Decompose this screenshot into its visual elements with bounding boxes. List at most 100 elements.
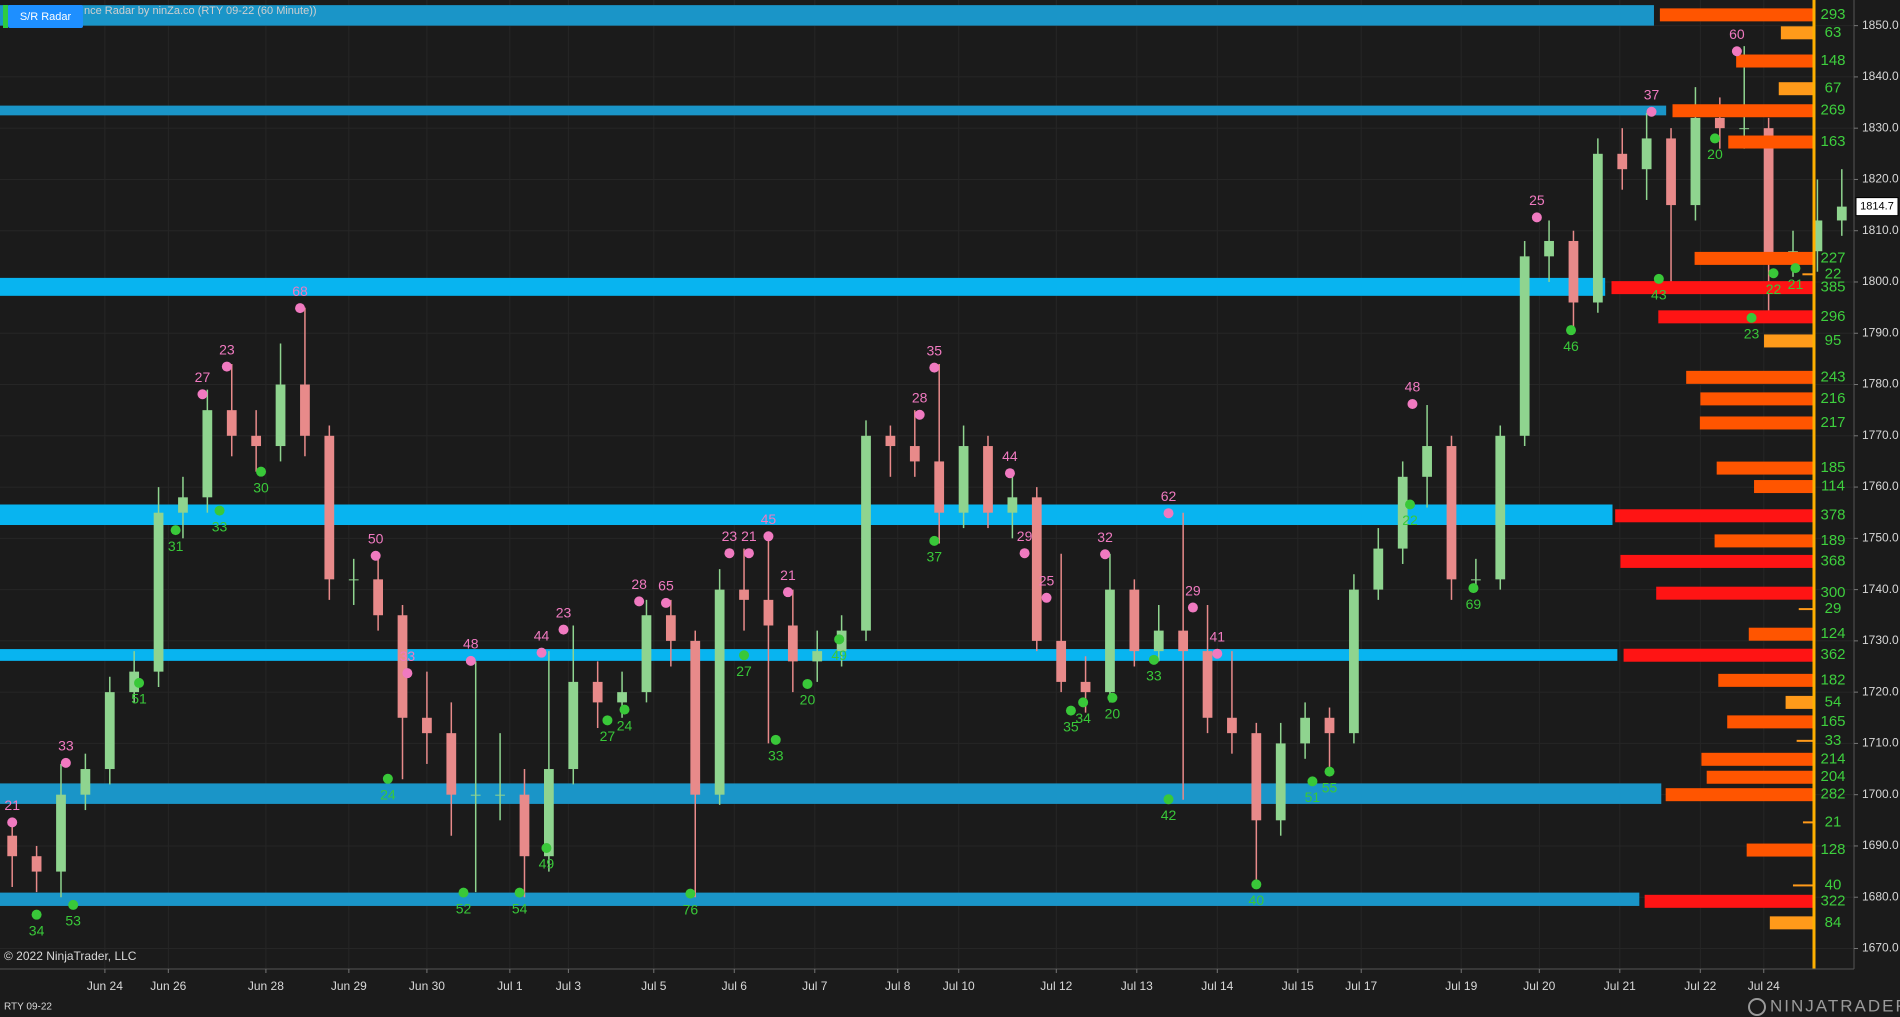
- volume-bar: [1658, 310, 1814, 324]
- x-tick-label: Jul 1: [497, 979, 523, 993]
- pivot-high-dot: [929, 362, 940, 373]
- candle-body: [592, 681, 603, 703]
- candle-body: [617, 692, 627, 703]
- volume-label: 385: [1820, 279, 1845, 296]
- x-tick-label: Jun 28: [248, 979, 284, 993]
- pivot-high-label: 41: [1210, 628, 1226, 644]
- volume-label: 182: [1820, 671, 1845, 688]
- pivot-high-label: 45: [761, 511, 777, 527]
- volume-label: 148: [1820, 52, 1845, 69]
- volume-bar: [1802, 821, 1814, 824]
- pivot-low-label: 33: [1146, 668, 1162, 684]
- y-tick-label: 1810.0: [1862, 223, 1899, 237]
- pivot-low-label: 46: [1563, 338, 1579, 354]
- y-tick-label: 1760.0: [1862, 479, 1899, 493]
- pivot-low-label: 55: [1322, 779, 1338, 795]
- pivot-high-label: 44: [534, 627, 550, 643]
- pivot-high-dot: [1531, 212, 1542, 223]
- pivot-low-dot: [1078, 697, 1089, 708]
- candle-body: [348, 579, 359, 581]
- candle-body: [690, 640, 701, 795]
- candle-body: [763, 599, 774, 626]
- volume-label: 22: [1825, 265, 1842, 282]
- pivot-low-dot: [541, 843, 552, 854]
- y-tick-label: 1800.0: [1862, 274, 1899, 288]
- pivot-low-label: 21: [1788, 276, 1804, 292]
- last-price-tag: [1855, 197, 1899, 217]
- pivot-high-dot: [221, 361, 232, 372]
- pivot-low-label: 22: [1766, 281, 1782, 297]
- pivot-high-dot: [7, 817, 18, 828]
- pivot-low-label: 27: [600, 728, 616, 744]
- sr-zone: [0, 783, 1662, 804]
- volume-label: 29: [1825, 600, 1842, 617]
- sr-zone: [0, 5, 1654, 26]
- x-tick-label: Jul 17: [1345, 979, 1377, 993]
- pivot-low-label: 35: [1063, 718, 1079, 734]
- volume-bar: [1694, 251, 1814, 265]
- pivot-low-dot: [602, 715, 613, 726]
- pivot-high-label: 48: [463, 636, 479, 652]
- pivot-high-dot: [465, 655, 476, 666]
- candle-body: [641, 615, 652, 693]
- x-tick-label: Jul 13: [1121, 979, 1153, 993]
- pivot-low-dot: [619, 704, 630, 715]
- pivot-low-dot: [1566, 325, 1577, 336]
- pivot-low-label: 40: [1249, 892, 1265, 908]
- pivot-high-dot: [1100, 549, 1111, 560]
- chart-title: nce Radar by ninZa.co (RTY 09-22 (60 Min…: [84, 5, 317, 17]
- pivot-low-label: 54: [512, 900, 528, 916]
- y-tick-label: 1740.0: [1862, 582, 1899, 596]
- pivot-high-label: 21: [741, 528, 757, 544]
- pivot-low-dot: [1307, 776, 1318, 787]
- pivot-high-dot: [1004, 468, 1015, 479]
- candle-body: [470, 794, 481, 796]
- pivot-high-dot: [1731, 46, 1742, 57]
- pivot-low-label: 52: [456, 900, 472, 916]
- pivot-low-dot: [31, 909, 42, 920]
- x-tick-label: Jul 10: [943, 979, 975, 993]
- pivot-high-dot: [763, 531, 774, 542]
- sr-radar-button[interactable]: [8, 5, 83, 28]
- candle-body: [1202, 651, 1213, 718]
- candle-body: [714, 589, 725, 795]
- pivot-low-label: 20: [1105, 705, 1121, 721]
- candle-body: [1056, 640, 1067, 682]
- sr-zone: [0, 504, 1613, 526]
- y-tick-label: 1730.0: [1862, 633, 1899, 647]
- candle-body: [56, 794, 66, 872]
- pivot-high-label: 68: [292, 283, 308, 299]
- volume-bar: [1656, 586, 1814, 600]
- candle-body: [1690, 117, 1701, 206]
- pivot-high-dot: [370, 550, 381, 561]
- pivot-low-dot: [685, 888, 696, 899]
- y-tick-label: 1850.0: [1862, 18, 1899, 32]
- volume-label: 300: [1820, 584, 1845, 601]
- candle-body: [1836, 206, 1847, 221]
- volume-bar: [1746, 843, 1814, 857]
- candle-body: [495, 794, 505, 796]
- candle-body: [1422, 446, 1432, 477]
- x-tick-label: Jul 24: [1748, 979, 1780, 993]
- volume-label: 114: [1821, 478, 1845, 495]
- pivot-high-dot: [782, 587, 793, 598]
- volume-label: 189: [1820, 532, 1845, 549]
- pivot-low-dot: [1790, 263, 1801, 274]
- pivot-low-label: 34: [1075, 710, 1091, 726]
- sr-zone: [0, 892, 1640, 906]
- pivot-low-dot: [382, 773, 393, 784]
- candle-body: [1592, 153, 1603, 303]
- pivot-low-dot: [1107, 692, 1118, 703]
- volume-bar: [1611, 281, 1814, 295]
- pivot-low-dot: [834, 634, 845, 645]
- candle-body: [1251, 733, 1262, 821]
- instrument-label: RTY 09-22: [4, 1002, 52, 1013]
- pivot-low-label: 43: [1651, 287, 1667, 303]
- x-tick-label: Jun 24: [87, 979, 123, 993]
- pivot-high-label: 25: [1039, 573, 1055, 589]
- pivot-high-label: 21: [4, 797, 20, 813]
- sr-radar-button-label[interactable]: S/R Radar: [20, 11, 72, 23]
- pivot-high-label: 35: [927, 342, 943, 358]
- volume-label: 282: [1820, 786, 1845, 803]
- pivot-low-dot: [1653, 273, 1664, 284]
